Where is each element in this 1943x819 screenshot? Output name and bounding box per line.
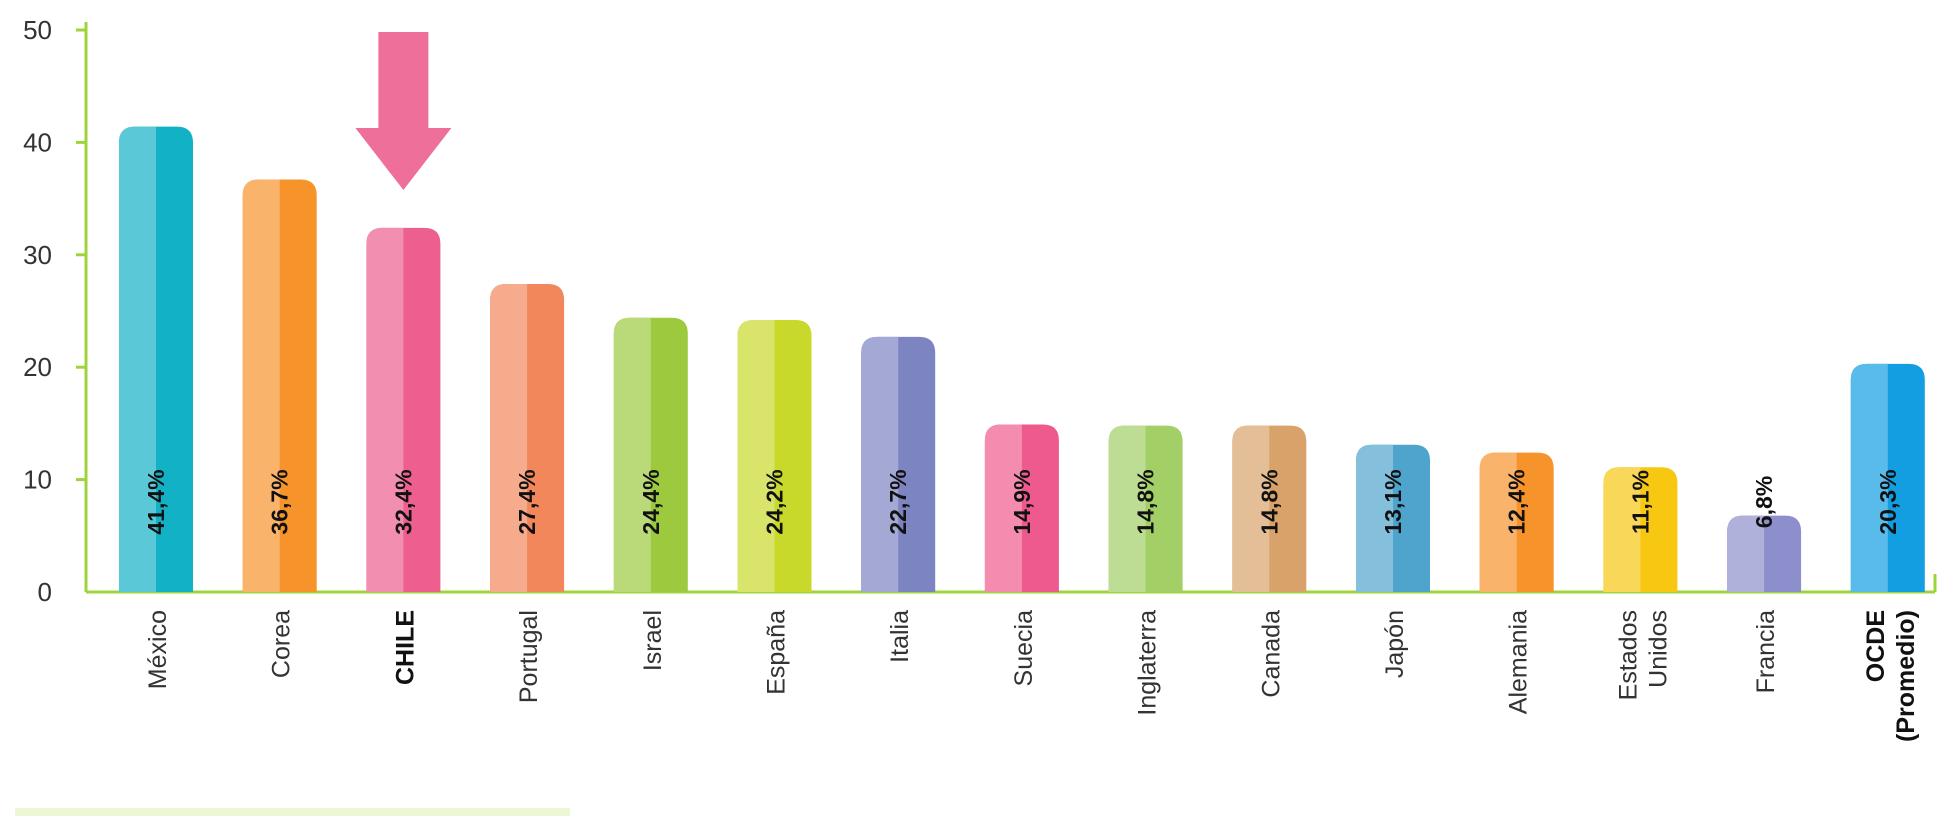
- bar: [490, 284, 565, 592]
- bar-highlight: [613, 317, 651, 592]
- bar-highlight: [1850, 363, 1888, 592]
- bar-highlight: [861, 336, 899, 592]
- bar-value-label: 6,8%: [1751, 476, 1777, 528]
- bar-highlight: [1727, 515, 1765, 592]
- bar-highlight: [737, 319, 775, 592]
- bar: [366, 227, 441, 592]
- category-label: OCDE(Promedio): [1862, 610, 1920, 742]
- bar: [861, 336, 936, 592]
- category-label: CHILE: [391, 610, 419, 685]
- bar-highlight: [490, 284, 528, 592]
- bar-value-label: 13,1%: [1380, 469, 1406, 534]
- bars: [119, 126, 1925, 592]
- category-label: EstadosUnidos: [1614, 610, 1672, 700]
- category-label: Canada: [1257, 610, 1285, 698]
- y-tick-label: 0: [38, 577, 52, 607]
- y-tick-label: 20: [23, 352, 52, 382]
- y-tick-label: 40: [23, 127, 52, 157]
- category-label: Francia: [1752, 610, 1780, 693]
- bar-value-label: 20,3%: [1875, 469, 1901, 534]
- bar: [119, 126, 193, 592]
- bar: [737, 319, 812, 592]
- bar-value-label: 36,7%: [267, 469, 293, 534]
- bottom-decoration-bar: [15, 808, 570, 816]
- bar-highlight: [242, 179, 280, 592]
- category-label: Israel: [639, 610, 667, 671]
- bar: [1479, 452, 1554, 592]
- y-tick-label: 50: [23, 15, 52, 45]
- y-tick-label: 30: [23, 240, 52, 270]
- bar-highlight: [119, 126, 156, 592]
- bar-highlight: [1479, 452, 1517, 592]
- category-labels: México Corea CHILE Portugal Israel España Ital…: [144, 610, 1920, 742]
- bar-highlight: [366, 227, 404, 592]
- bar-highlight: [1108, 425, 1146, 592]
- category-label: México: [144, 610, 172, 689]
- category-label: Japón: [1381, 610, 1409, 678]
- category-label: Alemania: [1505, 610, 1533, 714]
- bar-value-label: 14,8%: [1256, 469, 1282, 534]
- category-label: España: [763, 610, 791, 695]
- bar: [1108, 425, 1183, 592]
- bar-highlight: [1356, 444, 1393, 592]
- bar-value-label: 14,8%: [1133, 469, 1159, 534]
- category-label: Inglaterra: [1134, 610, 1162, 716]
- bar: [242, 179, 317, 592]
- bar-value-label: 11,1%: [1627, 470, 1653, 534]
- category-label: Suecia: [1010, 610, 1038, 687]
- category-label: Portugal: [515, 610, 543, 703]
- category-label: Italia: [886, 610, 914, 663]
- bar-value-label: 12,4%: [1504, 469, 1530, 534]
- down-arrow-icon: [355, 32, 452, 190]
- bar-value-label: 41,4%: [143, 469, 169, 534]
- bar-value-label: 24,4%: [638, 469, 664, 534]
- bar-value-label: 27,4%: [514, 469, 540, 534]
- bar-value-label: 22,7%: [885, 469, 911, 534]
- bar-value-label: 32,4%: [390, 469, 416, 534]
- bar: [1850, 363, 1925, 592]
- bar-value-label: 14,9%: [1009, 469, 1035, 534]
- bar: [984, 424, 1059, 592]
- bar-highlight: [1232, 425, 1270, 592]
- bar-value-label: 24,2%: [762, 469, 788, 534]
- category-label: Corea: [268, 610, 296, 678]
- y-tick-label: 10: [23, 465, 52, 495]
- bar-highlight: [984, 424, 1022, 592]
- bar-highlight: [1603, 467, 1641, 592]
- bar: [1232, 425, 1307, 592]
- bar: [1603, 467, 1678, 592]
- highlight-marker: [355, 32, 452, 190]
- value-labels: 41,4% 36,7% 32,4% 27,4% 24,4% 24,2% 22,7% 14,9%…: [143, 469, 1901, 534]
- bar: [613, 317, 688, 592]
- bar: [1727, 515, 1802, 592]
- bar: [1356, 444, 1430, 592]
